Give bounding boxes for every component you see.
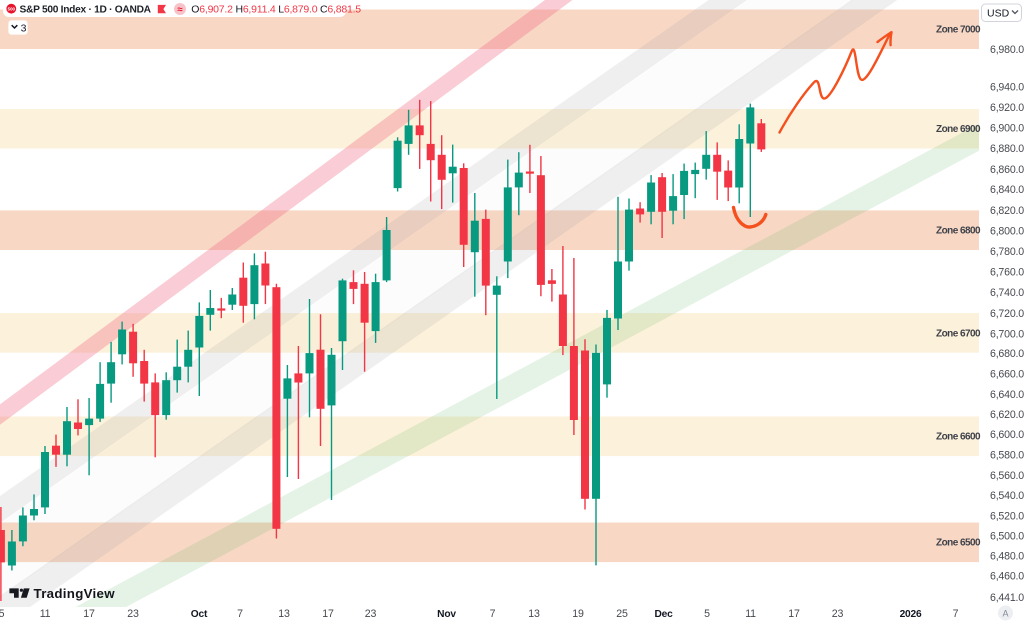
svg-text:Dec: Dec xyxy=(654,609,673,620)
svg-text:≈: ≈ xyxy=(177,5,183,16)
svg-text:6,980.0: 6,980.0 xyxy=(990,44,1024,56)
svg-text:5: 5 xyxy=(0,608,5,620)
svg-text:17: 17 xyxy=(322,608,334,620)
svg-text:6,940.0: 6,940.0 xyxy=(990,82,1024,94)
svg-text:6,620.0: 6,620.0 xyxy=(990,409,1024,421)
svg-text:6,460.0: 6,460.0 xyxy=(990,571,1024,583)
svg-text:USD: USD xyxy=(987,8,1010,20)
svg-text:6,820.0: 6,820.0 xyxy=(990,205,1024,217)
svg-text:Zone 6800: Zone 6800 xyxy=(936,226,981,237)
svg-text:Zone 7000: Zone 7000 xyxy=(936,25,981,36)
svg-text:17: 17 xyxy=(83,608,95,620)
svg-text:7: 7 xyxy=(237,608,243,620)
svg-text:3: 3 xyxy=(21,23,27,35)
svg-text:6,520.0: 6,520.0 xyxy=(990,510,1024,522)
svg-text:13: 13 xyxy=(278,608,290,620)
svg-text:6,900.0: 6,900.0 xyxy=(990,122,1024,134)
svg-text:23: 23 xyxy=(365,608,377,620)
svg-text:23: 23 xyxy=(832,608,844,620)
svg-text:6,720.0: 6,720.0 xyxy=(990,308,1024,320)
svg-text:6,480.0: 6,480.0 xyxy=(990,551,1024,563)
svg-text:6,500.0: 6,500.0 xyxy=(990,530,1024,542)
svg-text:Zone 6700: Zone 6700 xyxy=(936,328,981,339)
svg-text:6,700.0: 6,700.0 xyxy=(990,328,1024,340)
svg-text:6,880.0: 6,880.0 xyxy=(990,143,1024,155)
svg-text:11: 11 xyxy=(40,608,51,620)
svg-text:6,580.0: 6,580.0 xyxy=(990,449,1024,461)
svg-text:6,441.0: 6,441.0 xyxy=(990,592,1024,604)
svg-text:Zone 6900: Zone 6900 xyxy=(936,124,981,135)
svg-text:25: 25 xyxy=(616,608,628,620)
svg-text:Zone 6500: Zone 6500 xyxy=(936,538,981,549)
svg-text:6,740.0: 6,740.0 xyxy=(990,287,1024,299)
svg-text:500: 500 xyxy=(8,6,16,11)
svg-text:TradingView: TradingView xyxy=(34,586,116,601)
svg-text:O6,907.2 H6,911.4 L6,879.0 C6,: O6,907.2 H6,911.4 L6,879.0 C6,881.5 xyxy=(191,4,361,16)
svg-text:17: 17 xyxy=(788,608,800,620)
svg-text:Oct: Oct xyxy=(191,609,208,620)
svg-text:Nov: Nov xyxy=(437,609,456,620)
svg-text:6,600.0: 6,600.0 xyxy=(990,429,1024,441)
svg-text:6,840.0: 6,840.0 xyxy=(990,184,1024,196)
svg-text:S&P 500 Index · 1D · OANDA: S&P 500 Index · 1D · OANDA xyxy=(20,4,152,15)
svg-text:6,640.0: 6,640.0 xyxy=(990,389,1024,401)
svg-text:13: 13 xyxy=(528,608,540,620)
svg-text:6,780.0: 6,780.0 xyxy=(990,246,1024,258)
svg-text:11: 11 xyxy=(745,608,756,620)
svg-text:Zone 6600: Zone 6600 xyxy=(936,432,981,443)
svg-text:23: 23 xyxy=(127,608,139,620)
svg-text:5: 5 xyxy=(704,608,710,620)
svg-text:19: 19 xyxy=(572,608,584,620)
svg-text:2026: 2026 xyxy=(900,609,922,620)
svg-text:6,560.0: 6,560.0 xyxy=(990,470,1024,482)
svg-text:6,680.0: 6,680.0 xyxy=(990,348,1024,360)
svg-text:7: 7 xyxy=(953,608,959,620)
svg-text:6,920.0: 6,920.0 xyxy=(990,102,1024,114)
svg-text:6,760.0: 6,760.0 xyxy=(990,266,1024,278)
svg-text:6,540.0: 6,540.0 xyxy=(990,490,1024,502)
svg-text:6,800.0: 6,800.0 xyxy=(990,226,1024,238)
svg-text:7: 7 xyxy=(490,608,496,620)
svg-text:6,660.0: 6,660.0 xyxy=(990,369,1024,381)
svg-text:A: A xyxy=(1002,609,1008,619)
svg-text:6,860.0: 6,860.0 xyxy=(990,164,1024,176)
